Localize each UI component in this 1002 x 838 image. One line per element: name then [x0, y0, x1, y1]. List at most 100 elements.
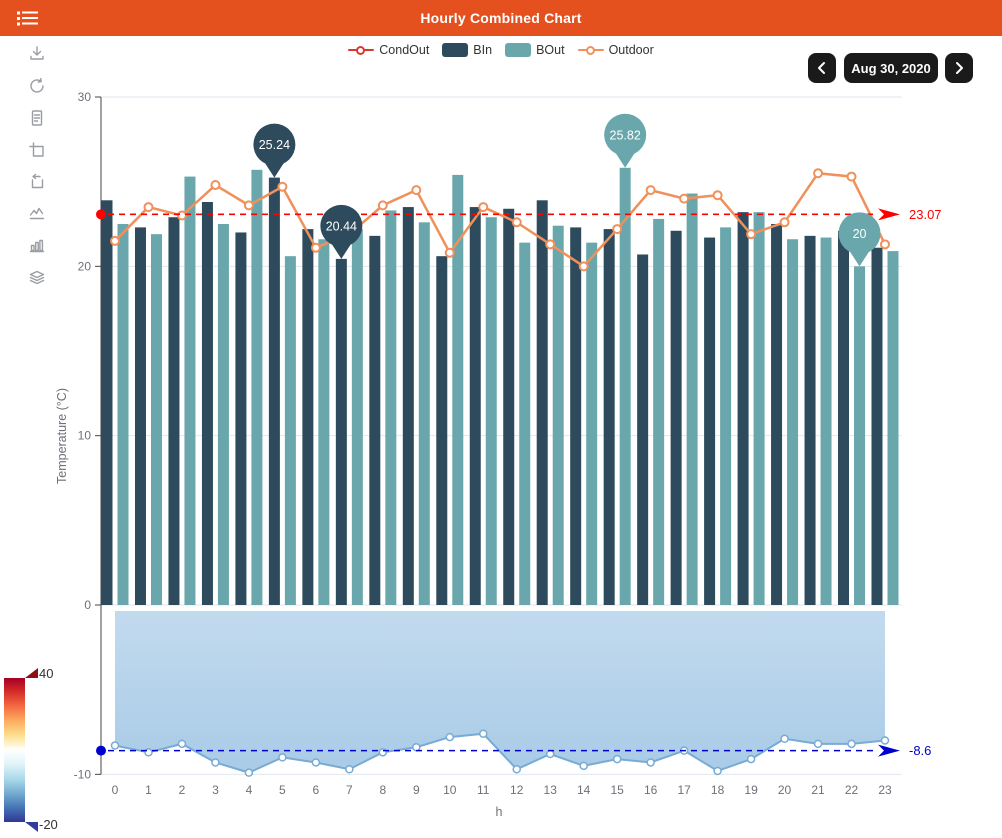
bar-bin-h0[interactable] — [101, 200, 113, 605]
outdoor-point-h2[interactable] — [176, 210, 187, 221]
outdoor-point-h15[interactable] — [612, 224, 623, 235]
bottom-point-h7[interactable] — [345, 765, 354, 774]
bottom-point-h13[interactable] — [545, 749, 555, 759]
bar-bout-h9[interactable] — [418, 222, 430, 605]
bottom-point-h16[interactable] — [646, 758, 655, 767]
bar-bout-h4[interactable] — [251, 169, 263, 605]
outdoor-line-series[interactable] — [114, 171, 887, 268]
bottom-point-h12[interactable] — [512, 765, 521, 774]
bar-bin-h11[interactable] — [469, 207, 481, 605]
bar-bout-h12[interactable] — [519, 242, 531, 605]
stack-layers-icon[interactable] — [26, 268, 48, 290]
bottom-point-h19[interactable] — [746, 754, 756, 764]
bar-bout-h10[interactable] — [452, 174, 464, 606]
visualmap-max-handle[interactable] — [25, 668, 38, 678]
legend-item-outdoor[interactable]: Outdoor — [577, 43, 654, 57]
bar-bout-h7[interactable] — [351, 229, 363, 605]
outdoor-point-h19[interactable] — [746, 229, 757, 240]
bottom-point-h0[interactable] — [110, 741, 120, 750]
outdoor-point-h12[interactable] — [511, 217, 522, 228]
bottom-point-h15[interactable] — [612, 754, 622, 764]
bottom-point-h3[interactable] — [211, 758, 220, 767]
bar-bin-h7[interactable] — [335, 258, 347, 605]
bar-bout-h11[interactable] — [485, 217, 497, 606]
bar-bin-h19[interactable] — [737, 212, 749, 605]
bottom-point-h10[interactable] — [445, 732, 455, 742]
outdoor-point-h3[interactable] — [210, 180, 221, 191]
bottom-point-h18[interactable] — [713, 766, 722, 776]
save-image-icon[interactable] — [26, 44, 48, 66]
bar-bout-h15[interactable] — [619, 167, 631, 605]
bar-bout-h3[interactable] — [217, 224, 229, 606]
bar-bout-h8[interactable] — [385, 210, 397, 606]
bar-bout-h1[interactable] — [150, 234, 162, 605]
data-view-icon[interactable] — [26, 108, 48, 130]
bar-bout-h22[interactable] — [854, 266, 866, 605]
bar-bin-h9[interactable] — [402, 207, 414, 605]
legend-item-bin[interactable]: BIn — [442, 43, 492, 57]
outdoor-point-h23[interactable] — [879, 239, 890, 250]
bar-bin-h16[interactable] — [637, 254, 649, 605]
bar-bin-h21[interactable] — [804, 235, 816, 605]
bar-bout-h6[interactable] — [318, 239, 330, 605]
outdoor-point-h1[interactable] — [143, 202, 154, 213]
bar-bout-h16[interactable] — [653, 218, 665, 605]
bar-bout-h23[interactable] — [887, 251, 899, 605]
bar-bin-h14[interactable] — [570, 227, 582, 606]
bar-bin-h12[interactable] — [503, 208, 515, 605]
zoom-select-icon[interactable] — [26, 140, 48, 162]
outdoor-point-h17[interactable] — [679, 193, 690, 204]
outdoor-point-h8[interactable] — [377, 200, 388, 211]
bottom-point-h11[interactable] — [479, 729, 488, 738]
bottom-point-h21[interactable] — [813, 739, 823, 749]
outdoor-point-h13[interactable] — [545, 239, 556, 250]
visualmap-min-handle[interactable] — [25, 822, 38, 832]
bar-bin-h4[interactable] — [235, 232, 247, 605]
bar-bin-h13[interactable] — [536, 200, 548, 605]
bar-bin-h15[interactable] — [603, 229, 615, 605]
legend-item-bout[interactable]: BOut — [505, 43, 565, 57]
bar-bin-h5[interactable] — [268, 177, 280, 605]
prev-day-button[interactable] — [808, 53, 836, 83]
bar-bin-h10[interactable] — [436, 256, 448, 605]
bar-bout-h13[interactable] — [552, 225, 564, 605]
menu-icon[interactable] — [14, 6, 40, 30]
zoom-restore-icon[interactable] — [26, 172, 48, 194]
legend-item-condout[interactable]: CondOut — [348, 43, 429, 57]
bottom-point-h22[interactable] — [847, 739, 856, 749]
outdoor-point-h10[interactable] — [444, 247, 455, 258]
bar-bin-h17[interactable] — [670, 230, 682, 606]
bar-bin-h6[interactable] — [302, 229, 314, 605]
bar-bin-h20[interactable] — [771, 224, 783, 606]
bottom-point-h6[interactable] — [311, 758, 321, 767]
bottom-point-h2[interactable] — [177, 739, 187, 749]
outdoor-point-h11[interactable] — [478, 202, 489, 213]
bar-bin-h23[interactable] — [871, 247, 883, 605]
bar-bout-h5[interactable] — [284, 256, 296, 605]
outdoor-point-h14[interactable] — [578, 261, 589, 272]
bottom-point-h4[interactable] — [244, 768, 254, 777]
outdoor-point-h5[interactable] — [277, 181, 288, 192]
bar-bin-h22[interactable] — [838, 230, 850, 606]
bar-bin-h18[interactable] — [704, 237, 716, 605]
outdoor-point-h6[interactable] — [310, 242, 321, 253]
bar-chart-type-icon[interactable] — [26, 236, 48, 258]
bar-bout-h14[interactable] — [586, 242, 598, 605]
bottom-line-series[interactable] — [114, 732, 886, 774]
date-display[interactable]: Aug 30, 2020 — [844, 53, 938, 83]
bar-bin-h8[interactable] — [369, 235, 381, 605]
bar-bout-h19[interactable] — [753, 212, 765, 605]
bar-bin-h3[interactable] — [201, 201, 213, 605]
bottom-point-h23[interactable] — [880, 736, 890, 745]
bottom-point-h20[interactable] — [780, 734, 789, 744]
bar-bout-h17[interactable] — [686, 193, 698, 605]
outdoor-point-h0[interactable] — [110, 235, 120, 246]
outdoor-point-h16[interactable] — [645, 185, 656, 196]
bottom-point-h14[interactable] — [579, 761, 588, 771]
refresh-icon[interactable] — [26, 76, 48, 98]
bottom-point-h9[interactable] — [412, 742, 421, 752]
outdoor-point-h4[interactable] — [243, 200, 254, 211]
bar-bin-h2[interactable] — [168, 217, 180, 606]
outdoor-point-h18[interactable] — [712, 190, 723, 201]
bar-bout-h20[interactable] — [787, 239, 799, 605]
